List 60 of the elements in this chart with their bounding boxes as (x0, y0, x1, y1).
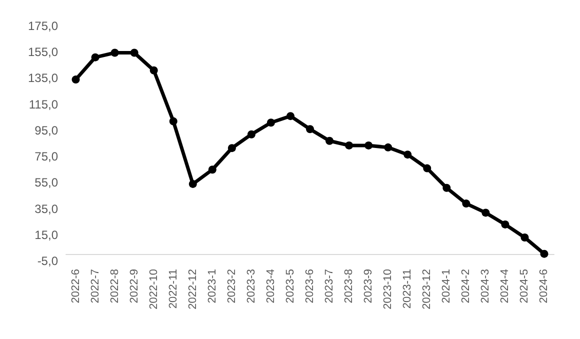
x-tick-label: 2022-6 (70, 269, 82, 304)
y-tick-label: 155,0 (28, 45, 58, 60)
x-tick-label: 2024-5 (518, 269, 531, 304)
x-tick-label: 2023-5 (284, 269, 296, 304)
x-tick-label: 2023-1 (206, 269, 218, 304)
point (228, 144, 236, 152)
x-tick-label: 2023-3 (245, 269, 258, 304)
x-tick-label: 2023-9 (362, 269, 375, 304)
y-tick-label: 55,0 (34, 176, 58, 190)
point (364, 141, 373, 150)
x-tick-label: 2022-8 (108, 269, 121, 304)
point (130, 48, 138, 57)
point (384, 143, 392, 152)
point (247, 130, 256, 138)
point (266, 118, 275, 127)
y-tick-label: 95,0 (34, 123, 58, 138)
x-tick-label: 2022-7 (89, 269, 102, 304)
point (286, 112, 294, 120)
point (110, 48, 119, 57)
x-tick-label: 2022-10 (148, 269, 160, 310)
x-tick-label: 2024-2 (460, 269, 472, 304)
y-tick-label: 15,0 (34, 228, 58, 242)
y-tick-label: 135,0 (28, 71, 58, 86)
x-tick-label: 2023-2 (226, 269, 238, 304)
x-tick-label: 2023-4 (264, 269, 277, 304)
x-tick-label: 2023-6 (304, 269, 316, 304)
point (345, 141, 354, 150)
point (72, 76, 80, 84)
x-tick-label: 2023-7 (324, 269, 336, 304)
y-tick-label: -5,0 (37, 254, 58, 268)
point (540, 250, 548, 258)
y-tick-label: 35,0 (34, 202, 58, 216)
point (462, 200, 470, 208)
x-tick-label: 2023-11 (402, 269, 414, 309)
point (150, 66, 158, 74)
x-tick-label: 2024-4 (499, 269, 512, 304)
point (442, 184, 451, 192)
point (423, 164, 432, 172)
point (306, 125, 314, 134)
point (326, 136, 334, 145)
point (188, 180, 197, 188)
point (208, 166, 216, 174)
y-tick-label: 115,0 (28, 97, 58, 112)
x-tick-label: 2023-8 (343, 269, 356, 304)
x-tick-label: 2022-11 (167, 269, 180, 309)
x-tick-label: 2023-12 (421, 269, 434, 310)
x-tick-label: 2024-3 (480, 269, 492, 304)
point (520, 234, 529, 242)
x-tick-label: 2022-9 (128, 269, 140, 304)
x-tick-label: 2024-1 (440, 269, 453, 304)
x-tick-label: 2022-12 (186, 269, 199, 310)
point (91, 53, 100, 62)
x-tick-label: 2024-6 (538, 269, 550, 304)
point (169, 117, 178, 126)
point (404, 150, 412, 159)
y-tick-label: 75,0 (34, 150, 58, 164)
x-tick-label: 2023-10 (382, 269, 394, 310)
y-tick-label: 175,0 (28, 19, 58, 33)
point (501, 220, 510, 228)
point (482, 208, 490, 217)
